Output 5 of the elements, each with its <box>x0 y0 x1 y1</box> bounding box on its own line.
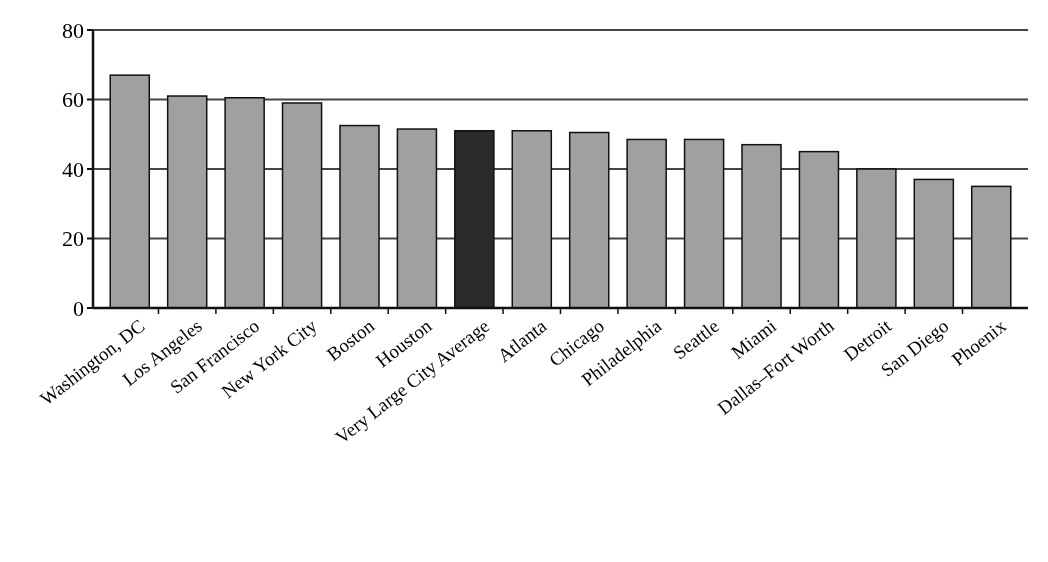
y-tick-label: 60 <box>62 87 84 113</box>
y-tick-label: 40 <box>62 156 84 182</box>
y-tick-label: 0 <box>73 295 84 321</box>
y-tick-label: 20 <box>62 226 84 252</box>
y-tick-label: 80 <box>62 17 84 43</box>
